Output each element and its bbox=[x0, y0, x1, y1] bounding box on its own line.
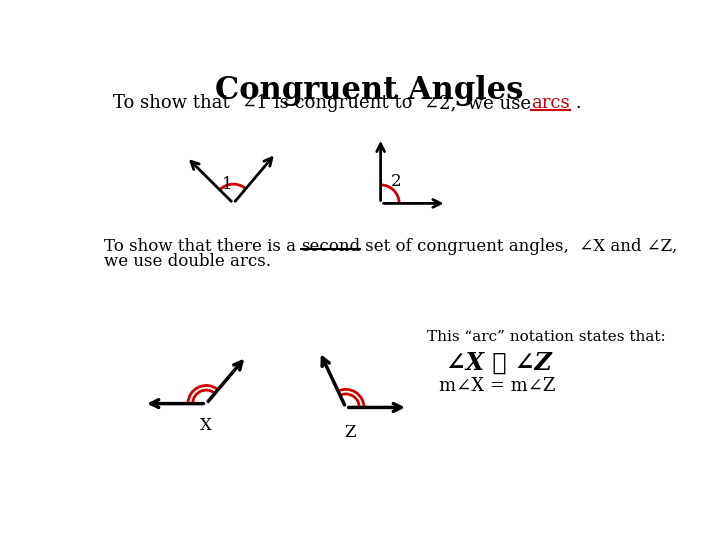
Text: ∠1: ∠1 bbox=[241, 94, 268, 112]
Text: Congruent Angles: Congruent Angles bbox=[215, 75, 523, 106]
Text: 1: 1 bbox=[222, 176, 233, 193]
Text: set of congruent angles,  ∠X and ∠Z,: set of congruent angles, ∠X and ∠Z, bbox=[360, 238, 678, 255]
Text: second: second bbox=[301, 238, 360, 255]
Text: is congruent to: is congruent to bbox=[268, 94, 424, 112]
Text: ∠X ≅ ∠Z: ∠X ≅ ∠Z bbox=[446, 351, 552, 375]
Text: m∠X = m∠Z: m∠X = m∠Z bbox=[438, 377, 555, 395]
Text: ∠2,  we use: ∠2, we use bbox=[424, 94, 531, 112]
Text: .: . bbox=[570, 94, 581, 112]
Text: 2: 2 bbox=[391, 173, 402, 190]
Text: To show that there is a: To show that there is a bbox=[104, 238, 301, 255]
Text: arcs: arcs bbox=[531, 94, 570, 112]
Text: This “arc” notation states that:: This “arc” notation states that: bbox=[427, 330, 666, 345]
Text: X: X bbox=[200, 417, 212, 435]
Text: we use double arcs.: we use double arcs. bbox=[104, 253, 271, 271]
Text: Z: Z bbox=[344, 424, 356, 441]
Text: To show that: To show that bbox=[113, 94, 241, 112]
